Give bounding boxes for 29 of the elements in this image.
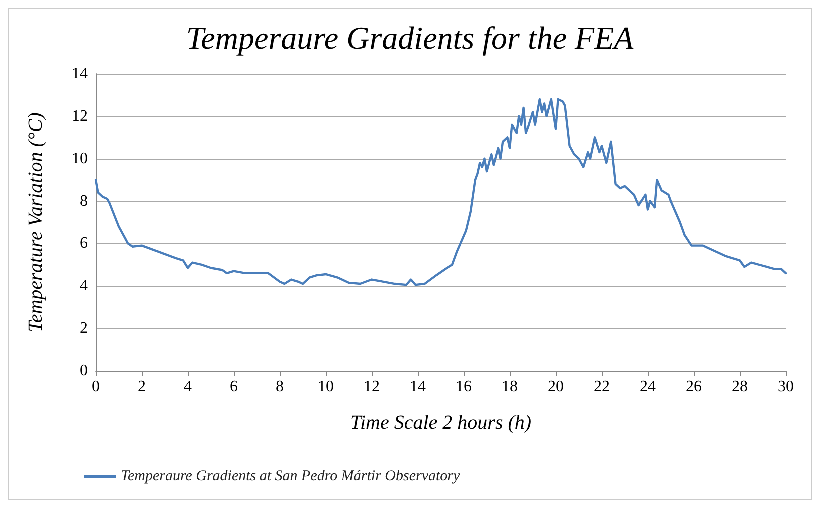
x-tick-label: 16 — [456, 378, 472, 396]
x-tick-label: 4 — [184, 378, 192, 396]
x-tick-label: 6 — [230, 378, 238, 396]
y-tick-label: 6 — [80, 235, 88, 252]
x-tick-label: 24 — [640, 378, 656, 396]
y-tick-label: 10 — [72, 150, 88, 168]
line-series — [94, 98, 788, 286]
y-tick-label: 14 — [72, 66, 88, 82]
x-tick-label: 26 — [686, 378, 702, 396]
y-tick-label: 0 — [80, 362, 88, 380]
y-tick-label: 2 — [80, 320, 88, 338]
x-tick-label: 28 — [732, 378, 748, 396]
x-tick-label: 10 — [318, 378, 334, 396]
x-tick-label: 18 — [502, 378, 518, 396]
x-tick-label: 0 — [92, 378, 100, 396]
x-axis-title: Time Scale 2 hours (h) — [350, 412, 532, 434]
y-tick-label: 4 — [80, 278, 88, 295]
x-tick-label: 20 — [548, 378, 564, 396]
legend-label: Temperaure Gradients at San Pedro Mártir Observatory — [121, 468, 460, 484]
x-tick-label: 12 — [364, 378, 380, 396]
y-tick-label: 8 — [80, 192, 88, 210]
y-axis-title: Temperature Variation (°C) — [25, 112, 47, 332]
x-tick-label: 2 — [138, 378, 146, 396]
x-tick-label: 8 — [276, 378, 284, 396]
x-tick-label: 14 — [410, 378, 426, 396]
y-tick-label: 12 — [72, 108, 88, 125]
x-tick-label: 22 — [594, 378, 610, 396]
chart-title: Temperaure Gradients for the FEA — [186, 20, 634, 56]
x-tick-label: 30 — [778, 378, 794, 396]
